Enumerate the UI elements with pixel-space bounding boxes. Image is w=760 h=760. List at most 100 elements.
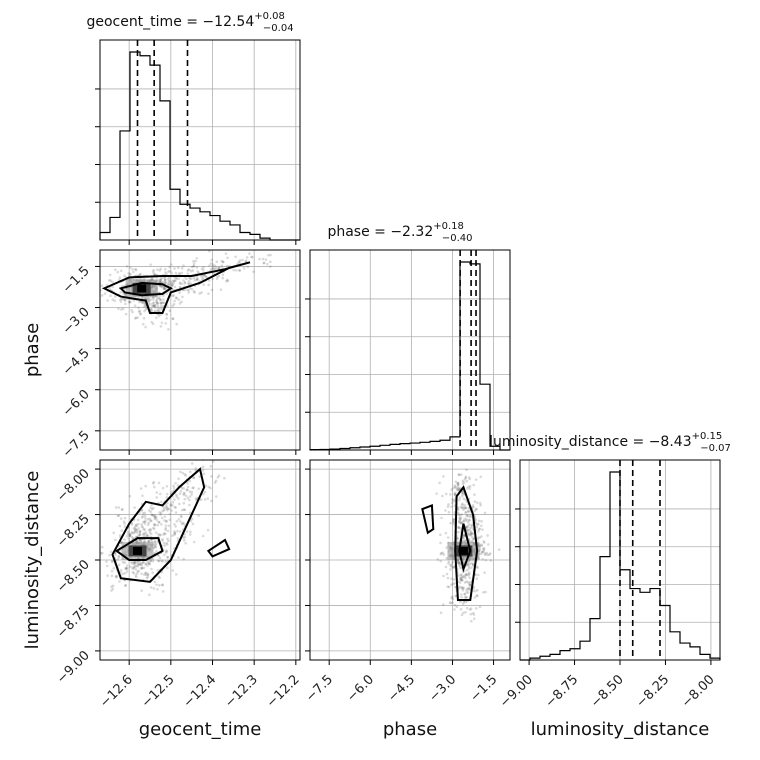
sample-point — [131, 570, 135, 574]
sample-point — [465, 486, 469, 490]
sample-point — [459, 506, 463, 509]
sample-point — [152, 526, 155, 530]
sample-point — [459, 607, 463, 611]
sample-point — [190, 462, 194, 465]
sample-point — [465, 479, 469, 483]
sample-point — [478, 527, 482, 531]
sample-point — [142, 566, 146, 570]
sample-point — [155, 309, 159, 312]
sample-point — [453, 485, 457, 489]
sample-point — [182, 264, 185, 267]
sample-point — [461, 491, 464, 495]
sample-point — [471, 612, 475, 615]
sample-point — [450, 583, 453, 587]
geocent_time-vs-luminosity_distance-samples — [100, 460, 231, 597]
sample-point — [186, 485, 190, 489]
sample-point — [462, 519, 465, 523]
sample-point — [150, 507, 154, 511]
sample-point — [163, 507, 166, 511]
sample-point — [457, 513, 461, 516]
sample-point — [458, 564, 461, 567]
sample-point — [466, 510, 470, 514]
sample-point — [178, 502, 181, 506]
sample-point — [146, 572, 150, 576]
sample-point — [460, 494, 464, 498]
sample-point — [153, 540, 157, 543]
sample-point — [160, 301, 164, 305]
sample-point — [100, 284, 104, 288]
sample-point — [170, 271, 173, 274]
sample-point — [235, 269, 238, 272]
sample-point — [120, 308, 123, 311]
sample-point — [213, 264, 217, 268]
sample-point — [158, 492, 162, 496]
sample-point — [123, 522, 126, 525]
sample-point — [178, 492, 182, 496]
sample-point — [224, 252, 228, 255]
sample-point — [156, 268, 159, 271]
sample-point — [245, 256, 249, 259]
sample-point — [468, 562, 471, 566]
sample-point — [211, 264, 214, 268]
sample-point — [165, 496, 169, 499]
sample-point — [252, 270, 255, 273]
sample-point — [446, 585, 449, 588]
sample-point — [479, 552, 483, 556]
sample-point — [149, 538, 153, 542]
sample-point — [173, 267, 176, 270]
sample-point — [159, 298, 162, 301]
sample-point — [210, 288, 214, 292]
sample-point — [173, 299, 176, 303]
sample-point — [497, 548, 501, 551]
sample-point — [134, 575, 138, 579]
sample-point — [158, 556, 162, 560]
sample-point — [140, 564, 144, 567]
sample-point — [170, 284, 173, 288]
sample-point — [208, 264, 211, 267]
sample-point — [164, 271, 167, 274]
sample-point — [439, 541, 442, 545]
sample-point — [467, 588, 471, 591]
sample-point — [165, 506, 168, 509]
sample-point — [468, 576, 472, 580]
sample-point — [159, 301, 163, 305]
sample-point — [458, 566, 462, 569]
sample-point — [166, 507, 170, 511]
sample-point — [173, 530, 176, 533]
sample-point — [184, 494, 188, 498]
sample-point — [212, 267, 216, 271]
sample-point — [174, 296, 178, 300]
sample-point — [119, 568, 123, 572]
sample-point — [139, 487, 143, 490]
sample-point — [147, 534, 150, 538]
sample-point — [164, 560, 168, 563]
sample-point — [453, 603, 457, 607]
sample-point — [159, 304, 163, 308]
sample-point — [449, 568, 452, 571]
sample-point — [163, 267, 167, 271]
sample-point — [461, 508, 465, 511]
sample-point — [440, 516, 443, 520]
sample-point — [440, 551, 443, 555]
sample-point — [268, 265, 272, 268]
sample-point — [165, 550, 168, 553]
sample-point — [142, 305, 146, 308]
sample-point — [159, 280, 162, 284]
sample-point — [150, 513, 154, 517]
sample-point — [485, 551, 489, 555]
sample-point — [456, 537, 460, 540]
sample-point — [461, 492, 465, 496]
sample-point — [175, 322, 179, 326]
sample-point — [162, 541, 166, 545]
sample-point — [143, 528, 146, 531]
sample-point — [458, 585, 461, 589]
sample-point — [152, 527, 156, 531]
sample-point — [160, 285, 163, 288]
sample-point — [183, 497, 187, 501]
sample-point — [480, 543, 483, 546]
sample-point — [147, 528, 151, 532]
sample-point — [173, 531, 177, 535]
sample-point — [163, 286, 166, 289]
sample-point — [161, 560, 164, 563]
sample-point — [150, 513, 154, 517]
